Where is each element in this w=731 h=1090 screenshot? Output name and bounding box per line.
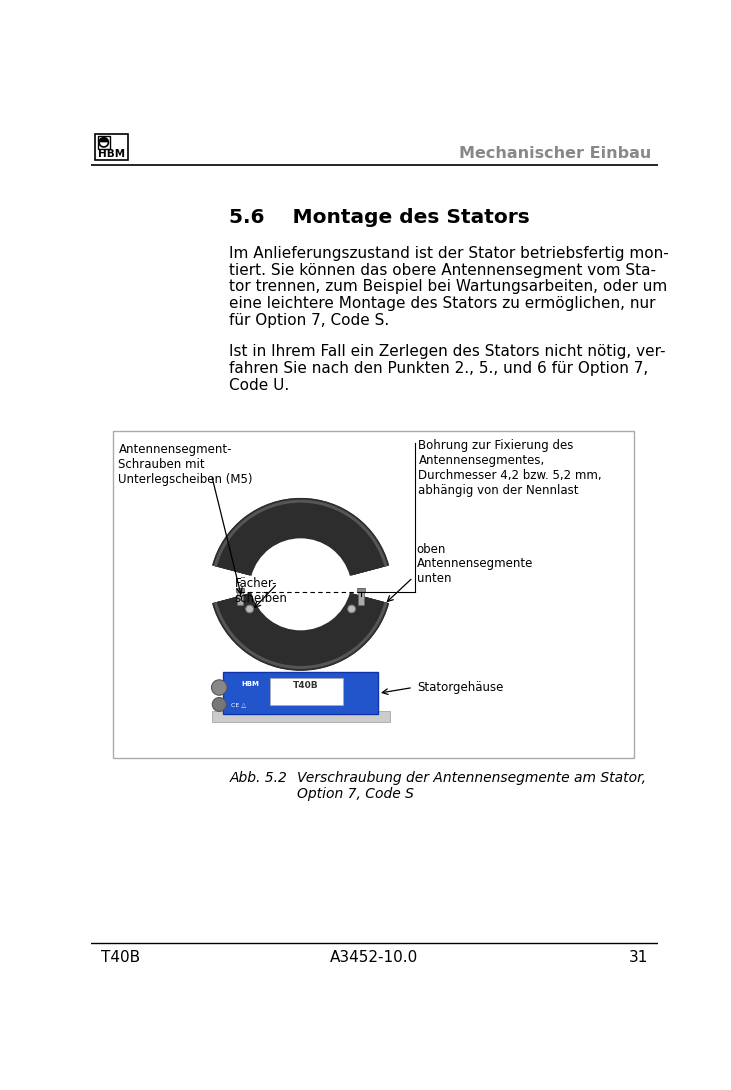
Text: Bohrung zur Fixierung des
Antennensegmentes,
Durchmesser 4,2 bzw. 5,2 mm,
abhäng: Bohrung zur Fixierung des Antennensegmen… (418, 439, 602, 497)
Text: tiert. Sie können das obere Antennensegment vom Sta-: tiert. Sie können das obere Antennensegm… (230, 263, 656, 278)
Circle shape (99, 137, 108, 147)
Bar (95, 134, 128, 160)
Text: eine leichtere Montage des Stators zu ermöglichen, nur: eine leichtere Montage des Stators zu er… (230, 296, 656, 311)
Wedge shape (213, 499, 387, 567)
Text: 31: 31 (629, 949, 648, 965)
Bar (97, 136, 110, 148)
Text: Fächer-
scheiben: Fächer- scheiben (235, 578, 287, 605)
Circle shape (246, 605, 254, 613)
Wedge shape (99, 137, 108, 143)
Text: Statorgehäuse: Statorgehäuse (417, 681, 503, 694)
Wedge shape (213, 602, 387, 669)
Text: oben: oben (417, 543, 446, 556)
Wedge shape (212, 593, 389, 670)
Bar (236, 588, 244, 592)
Text: Abb. 5.2: Abb. 5.2 (230, 771, 287, 785)
Text: HBM: HBM (241, 680, 260, 687)
Text: HBM: HBM (97, 148, 125, 158)
Text: T40B: T40B (293, 681, 319, 690)
Circle shape (348, 605, 355, 613)
Text: für Option 7, Code S.: für Option 7, Code S. (230, 313, 390, 327)
Text: Code U.: Code U. (230, 377, 289, 392)
Text: A3452-10.0: A3452-10.0 (330, 949, 418, 965)
Text: Antennensegment-
Schrauben mit
Unterlegscheiben (M5): Antennensegment- Schrauben mit Unterlegs… (118, 443, 253, 486)
Bar (357, 588, 365, 592)
Wedge shape (212, 498, 389, 576)
Text: Antennensegmente: Antennensegmente (417, 557, 533, 570)
Text: Im Anlieferungszustand ist der Stator betriebsfertig mon-: Im Anlieferungszustand ist der Stator be… (230, 246, 669, 262)
Bar (237, 588, 243, 605)
Text: Mechanischer Einbau: Mechanischer Einbau (458, 146, 651, 161)
Bar (113, 432, 634, 759)
Text: tor trennen, zum Beispiel bei Wartungsarbeiten, oder um: tor trennen, zum Beispiel bei Wartungsar… (230, 279, 667, 294)
Circle shape (211, 680, 227, 695)
Bar (270, 678, 344, 705)
Bar (211, 711, 390, 723)
Text: Verschraubung der Antennensegmente am Stator,
Option 7, Code S: Verschraubung der Antennensegmente am St… (297, 771, 645, 801)
Text: CE △: CE △ (231, 702, 246, 707)
Text: Ist in Ihrem Fall ein Zerlegen des Stators nicht nötig, ver-: Ist in Ihrem Fall ein Zerlegen des Stato… (230, 344, 666, 360)
Bar (223, 673, 378, 714)
Text: unten: unten (417, 572, 451, 585)
Text: T40B: T40B (101, 949, 140, 965)
Text: fahren Sie nach den Punkten 2., 5., und 6 für Option 7,: fahren Sie nach den Punkten 2., 5., und … (230, 361, 648, 376)
Bar (358, 588, 364, 605)
Circle shape (212, 698, 226, 712)
Text: 5.6    Montage des Stators: 5.6 Montage des Stators (230, 208, 530, 227)
